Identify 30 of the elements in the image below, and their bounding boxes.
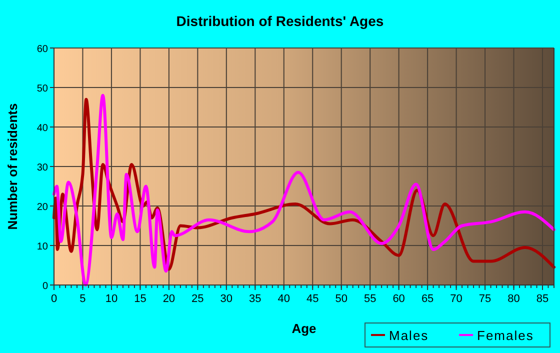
x-tick-label: 55 <box>364 293 376 305</box>
x-tick-label: 10 <box>105 293 118 305</box>
legend-label: Females <box>477 328 534 343</box>
x-tick-label: 70 <box>450 293 462 305</box>
x-tick-label: 80 <box>508 293 520 305</box>
x-tick-label: 45 <box>306 293 319 305</box>
y-tick-label: 20 <box>36 202 48 213</box>
x-tick-label: 15 <box>134 293 146 305</box>
x-tick-label: 35 <box>249 293 262 305</box>
x-tick-label: 85 <box>536 293 549 305</box>
x-tick-label: 30 <box>220 293 233 305</box>
x-tick-label: 20 <box>162 293 176 305</box>
chart-title: Distribution of Residents' Ages <box>176 13 384 29</box>
x-tick-label: 65 <box>421 293 434 305</box>
x-tick-label: 75 <box>478 293 492 305</box>
x-axis-title: Age <box>292 321 316 336</box>
y-tick-label: 30 <box>36 162 48 174</box>
y-tick-label: 10 <box>36 242 48 252</box>
x-tick-label: 5 <box>80 293 86 305</box>
legend-label: Males <box>389 328 429 343</box>
x-tick-label: 40 <box>278 293 290 305</box>
x-tick-label: 0 <box>50 293 58 305</box>
y-tick-label: 0 <box>42 281 48 292</box>
y-tick-label: 60 <box>36 44 48 55</box>
y-axis-title: Number of residents <box>5 103 20 230</box>
y-tick-label: 40 <box>36 123 48 134</box>
x-tick-label: 60 <box>392 293 405 305</box>
x-tick-label: 25 <box>192 293 204 305</box>
x-tick-label: 50 <box>335 293 348 305</box>
y-tick-label: 50 <box>36 84 48 94</box>
